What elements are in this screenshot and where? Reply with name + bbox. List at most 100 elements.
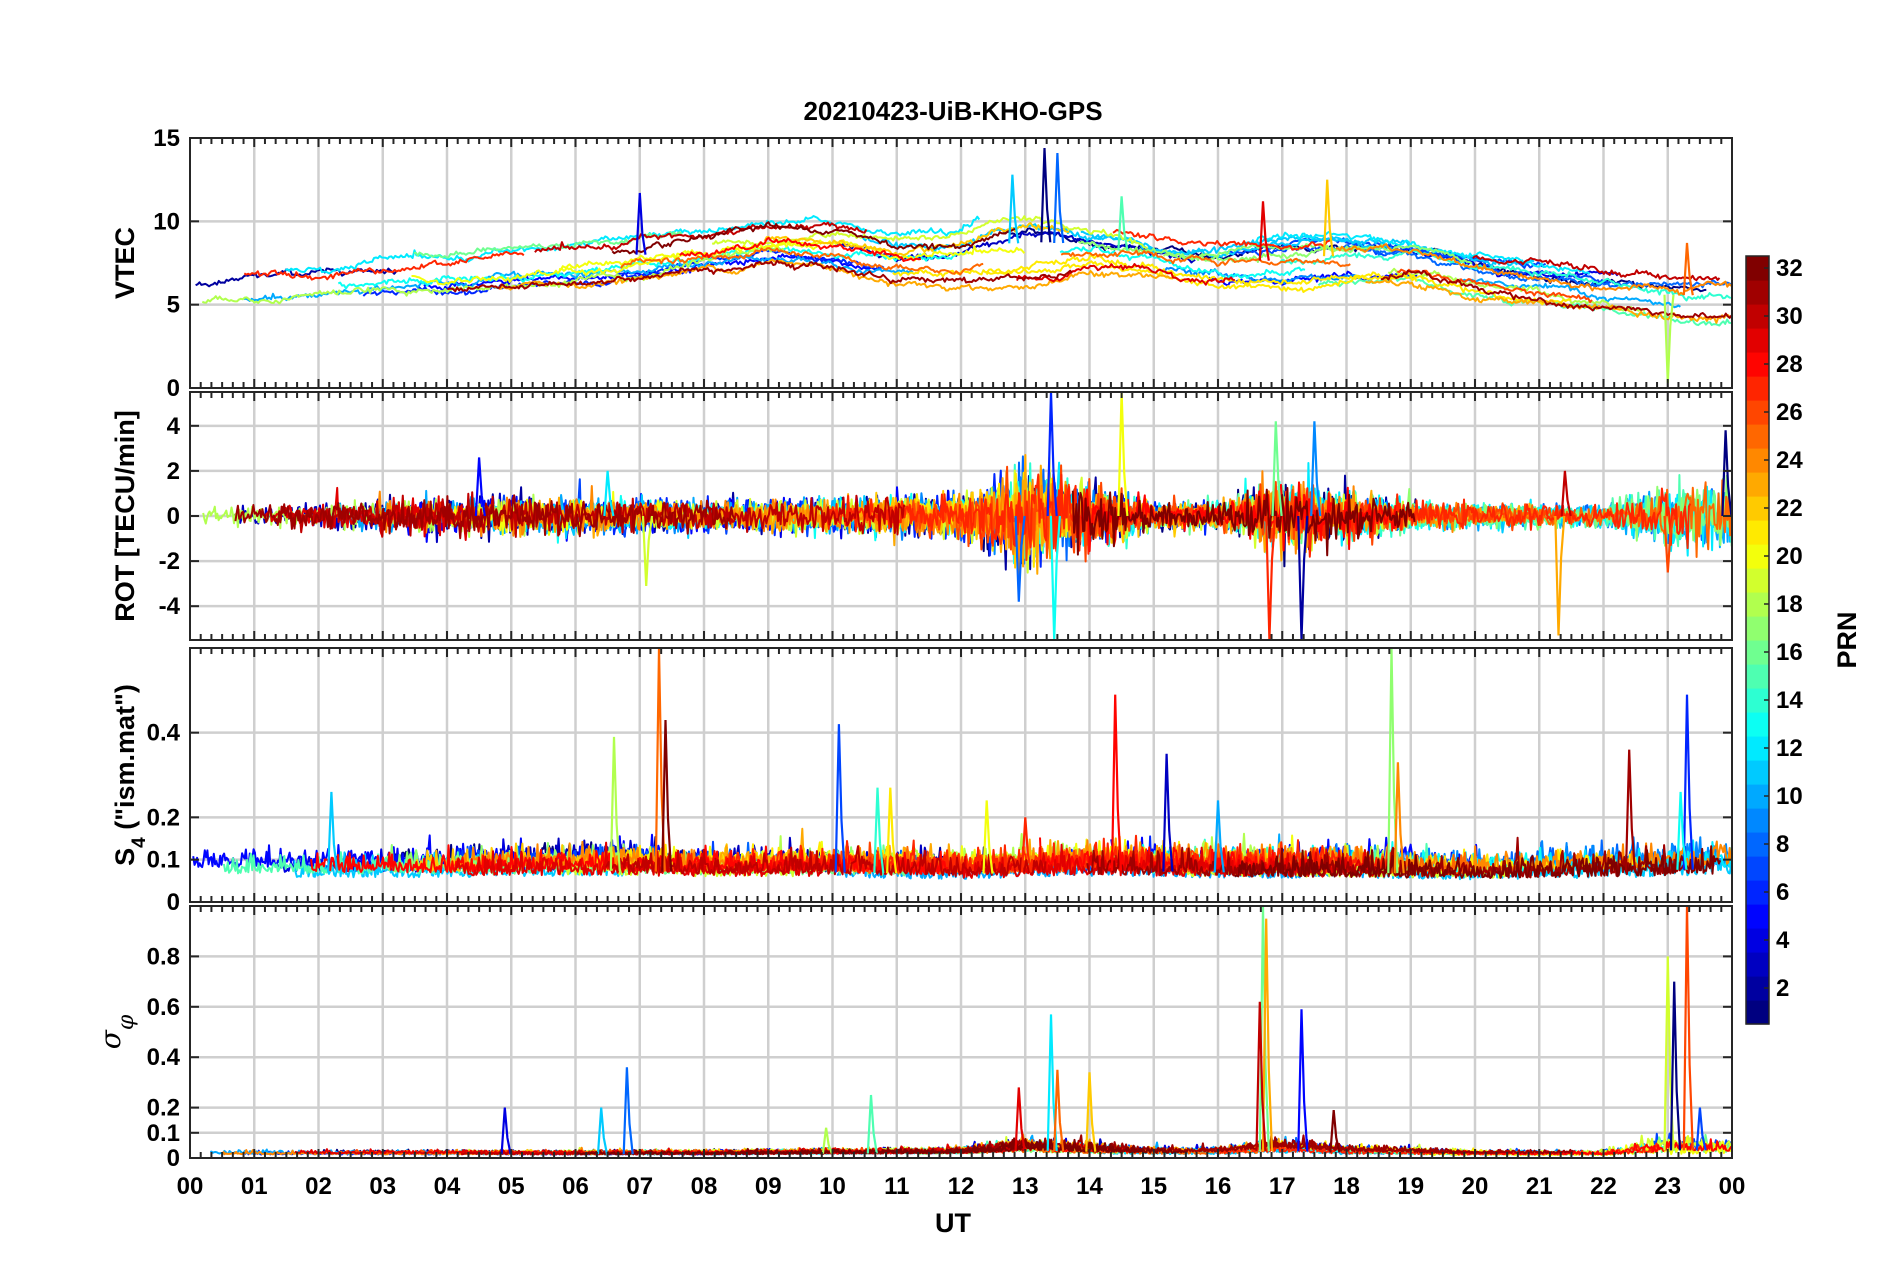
y-tick-label: 0 <box>167 375 180 402</box>
colorbar-tick-label: 16 <box>1776 639 1803 666</box>
colorbar-tick-label: 30 <box>1776 303 1803 330</box>
spike <box>873 787 885 874</box>
x-tick-label: 00 <box>177 1173 204 1200</box>
spike <box>834 724 846 873</box>
y-tick-label: 2 <box>167 458 180 485</box>
spike <box>1014 515 1026 602</box>
series-prn-32 <box>1234 845 1722 879</box>
spike <box>1695 1107 1707 1151</box>
spike <box>1560 470 1572 517</box>
x-axis: 00 01 02 03 04 05 06 07 08 09 10 11 12 13 14 15 16 17 18 19… <box>177 1173 1746 1200</box>
colorbar-segment <box>1746 448 1769 473</box>
colorbar-segment <box>1746 736 1769 761</box>
x-tick-label: 11 <box>884 1173 909 1200</box>
colorbar-tick-label: 32 <box>1776 255 1803 282</box>
colorbar-segment <box>1746 664 1769 689</box>
colorbar-segment <box>1746 616 1769 641</box>
y-tick-label: 0.4 <box>147 1044 181 1071</box>
spike <box>1663 294 1675 384</box>
spike <box>1261 918 1274 1152</box>
colorbar-segment <box>1746 928 1769 953</box>
series-prn-32 <box>1071 487 1416 557</box>
colorbar-tick-label: 22 <box>1776 495 1803 522</box>
x-tick-label: 08 <box>691 1173 718 1200</box>
y-tick-label: 0 <box>167 889 180 916</box>
colorbar-segment <box>1746 328 1769 353</box>
y-tick-label: 0.2 <box>147 1095 180 1122</box>
x-tick-label: 17 <box>1269 1173 1296 1200</box>
spike <box>866 1094 878 1154</box>
spike <box>1329 1110 1341 1153</box>
y-tick-label: -4 <box>159 593 181 620</box>
series-prn-12 <box>1249 230 1591 276</box>
y-tick-label: 0.1 <box>147 1120 180 1147</box>
series-prn-13 <box>1059 244 1306 280</box>
series-prn-25 <box>1060 249 1351 268</box>
colorbar-tick-label: 26 <box>1776 399 1803 426</box>
colorbar-tick-label: 6 <box>1776 879 1789 906</box>
colorbar-segment <box>1746 592 1769 617</box>
spike <box>635 192 647 255</box>
colorbar-tick-label: 4 <box>1776 927 1790 954</box>
colorbar-segment <box>1746 256 1769 281</box>
colorbar-segment <box>1746 280 1769 305</box>
colorbar-segment <box>1746 688 1769 713</box>
x-minor-ticks <box>189 906 1733 1158</box>
colorbar-tick-label: 20 <box>1776 543 1803 570</box>
x-tick-label: 14 <box>1076 1173 1103 1200</box>
x-tick-label: 06 <box>562 1173 589 1200</box>
spike <box>1046 392 1058 517</box>
spike <box>1682 906 1694 1151</box>
spike <box>1020 817 1033 873</box>
spike <box>1213 800 1225 873</box>
colorbar-tick-label: 24 <box>1776 447 1803 474</box>
x-tick-label: 09 <box>755 1173 782 1200</box>
spike <box>1663 515 1675 573</box>
spike <box>1721 430 1732 517</box>
colorbar-segment <box>1746 376 1769 401</box>
spike <box>641 515 654 586</box>
x-tick-label: 03 <box>369 1173 396 1200</box>
figure-title: 20210423-UiB-KHO-GPS <box>803 96 1102 126</box>
colorbar-segment <box>1746 760 1769 785</box>
colorbar-segment <box>1746 784 1769 809</box>
colorbar-segment <box>1746 496 1769 521</box>
spike <box>1682 694 1694 870</box>
spike <box>1117 392 1129 517</box>
spike <box>886 787 898 874</box>
spike <box>1110 694 1123 871</box>
spike <box>1258 201 1270 261</box>
y-tick-label: 0.1 <box>147 847 180 874</box>
colorbar-segment <box>1746 1000 1769 1025</box>
spike <box>1053 152 1065 244</box>
colorbar-segment <box>1746 904 1769 929</box>
x-tick-label: 00 <box>1719 1173 1746 1200</box>
series-prn-21 <box>985 253 1418 285</box>
x-tick-label: 23 <box>1654 1173 1681 1200</box>
spike <box>596 1107 609 1155</box>
x-tick-label: 18 <box>1333 1173 1360 1200</box>
colorbar-tick-label: 8 <box>1776 831 1789 858</box>
spike <box>1271 421 1283 517</box>
spike <box>1265 515 1277 640</box>
y-axis-label: ROT [TECU/min] <box>110 410 140 621</box>
x-tick-label: 02 <box>305 1173 332 1200</box>
series-group <box>192 648 1732 881</box>
spike <box>1676 791 1688 870</box>
spike <box>1040 147 1052 243</box>
y-tick-label: 0.4 <box>147 720 181 747</box>
y-axis-label: VTEC <box>110 227 140 299</box>
x-tick-label: 20 <box>1462 1173 1489 1200</box>
series-group <box>202 392 1732 640</box>
y-tick-label: 15 <box>153 125 180 152</box>
spike <box>661 719 673 872</box>
series-group <box>195 147 1732 384</box>
colorbar-tick-label: 14 <box>1776 687 1803 714</box>
spike <box>1624 749 1637 872</box>
colorbar-segment <box>1746 352 1769 377</box>
x-tick-label: 22 <box>1590 1173 1617 1200</box>
x-tick-label: 21 <box>1526 1173 1553 1200</box>
spike <box>500 1107 512 1155</box>
spike <box>1008 174 1020 244</box>
